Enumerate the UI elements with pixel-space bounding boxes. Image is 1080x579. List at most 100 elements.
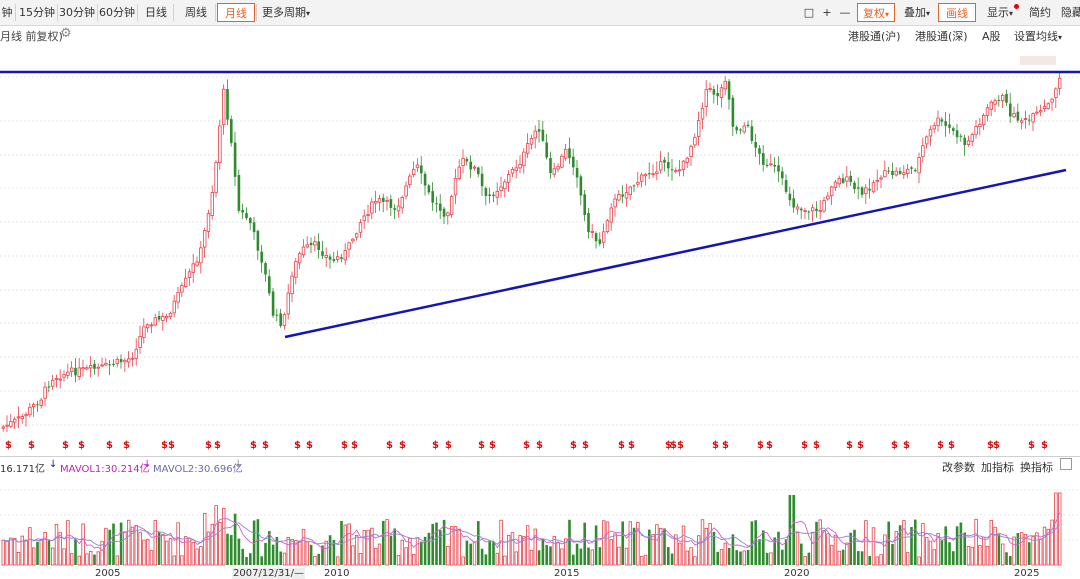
overlay-button[interactable]: 叠加▾ — [899, 3, 935, 22]
add-indicator-button[interactable]: 加指标 — [981, 461, 1014, 474]
expand-panel-icon[interactable] — [1060, 458, 1072, 470]
candle-body — [435, 203, 438, 205]
candle-body — [993, 100, 997, 105]
volume-bar — [264, 542, 267, 565]
volume-bar — [449, 526, 454, 566]
period-tab-3[interactable]: 60分钟 — [99, 6, 135, 19]
dividend-marker: $ — [677, 440, 684, 451]
candle-body — [297, 253, 302, 264]
volume-bar — [249, 553, 252, 565]
candle-body — [153, 317, 157, 326]
candle-body — [230, 119, 233, 144]
zoom-out-icon[interactable]: — — [839, 6, 851, 19]
candle-body — [180, 285, 184, 293]
volume-bar — [716, 551, 719, 565]
volume-bar — [556, 542, 560, 566]
zoom-in-icon[interactable]: + — [822, 6, 832, 19]
candle-body — [1054, 88, 1058, 98]
volume-bar — [290, 538, 294, 566]
candle-body — [385, 199, 389, 202]
hide-button[interactable]: 隐藏 — [1061, 6, 1080, 19]
candle-body — [777, 165, 780, 172]
candle-body — [324, 255, 328, 258]
link-a-share[interactable]: A股 — [982, 30, 1001, 43]
volume-bar — [157, 532, 161, 565]
link-hk-connect-sh[interactable]: 港股通(沪) — [848, 30, 901, 43]
candle-body — [1, 426, 5, 429]
period-tab-6[interactable]: 月线 — [217, 3, 255, 22]
arrow-down-icon: ↓ — [234, 459, 243, 470]
volume-bar — [43, 532, 47, 566]
display-button[interactable]: 显示▾ — [981, 3, 1019, 22]
mavol2-line — [3, 522, 1061, 547]
candle-body — [245, 213, 248, 219]
candle-body — [1023, 118, 1028, 120]
candle-body — [883, 170, 887, 178]
candle-body — [529, 137, 534, 145]
candle-body — [845, 176, 849, 182]
candle-body — [781, 171, 784, 179]
volume-bar — [663, 528, 666, 565]
chevron-down-icon: ▾ — [925, 9, 930, 18]
volume-bar — [879, 554, 883, 566]
period-tab-1[interactable]: 15分钟 — [19, 6, 55, 19]
candle-body — [411, 168, 416, 175]
candle-body — [241, 209, 244, 213]
link-hk-connect-sz[interactable]: 港股通(深) — [915, 30, 968, 43]
dividend-marker: $ — [523, 440, 530, 451]
volume-bar — [47, 540, 51, 565]
mavol-lines — [3, 512, 1061, 552]
period-tab-2[interactable]: 30分钟 — [59, 6, 95, 19]
volume-bar — [822, 530, 826, 566]
candle-body — [420, 165, 423, 174]
chart-info-bar: 月线 前复权) ⚙ 港股通(沪) 港股通(深) A股 设置均线▾ — [0, 26, 1080, 44]
kline-chart[interactable]: $ $ $ $ $ $ $ $ $ $ $ $ $ $ $ $ $ $ $ $ $ $ $ $ $ $ $ $ $ $ $ $ $ $ $ $ $ $ $ $… — [0, 44, 1080, 579]
candle-body — [609, 207, 613, 223]
volume-bar — [161, 533, 165, 566]
period-tab-5[interactable]: 周线 — [185, 6, 207, 19]
volume-bar — [598, 547, 602, 565]
candle-body — [362, 215, 366, 222]
display-label: 显示 — [986, 6, 1009, 19]
candle-body — [100, 364, 104, 367]
volume-bar — [989, 520, 993, 566]
dividend-marker: $ — [948, 440, 955, 451]
volume-bar — [594, 525, 598, 565]
candle-body — [202, 230, 207, 248]
candle-body — [792, 198, 795, 208]
dividend-marker: $ — [813, 440, 820, 451]
volume-bar — [883, 534, 887, 566]
period-tab-7[interactable]: 更多周期▾ — [261, 6, 310, 19]
period-tab-4[interactable]: 日线 — [145, 6, 167, 19]
fuquan-button[interactable]: 复权▾ — [857, 3, 895, 22]
volume-bar — [362, 530, 366, 566]
ma-settings-button[interactable]: 设置均线▾ — [1014, 28, 1062, 44]
volume-bar — [230, 535, 233, 565]
volume-bar — [24, 539, 28, 566]
candle-body — [800, 208, 803, 211]
volume-bar — [704, 527, 708, 566]
candle-body — [260, 251, 263, 263]
candle-body — [1028, 119, 1031, 121]
volume-bar — [354, 535, 359, 566]
volume-bar — [1001, 543, 1005, 566]
volume-bar — [849, 532, 852, 565]
volume-bar — [940, 540, 944, 565]
chevron-down-icon: ▾ — [1058, 33, 1063, 42]
candle-body — [693, 136, 697, 146]
candle-body — [556, 166, 560, 170]
gear-icon[interactable]: ⚙ — [60, 26, 72, 41]
edit-params-button[interactable]: 改参数 — [942, 461, 975, 474]
switch-indicator-button[interactable]: 换指标 — [1020, 461, 1053, 474]
fullscreen-icon[interactable]: □ — [803, 6, 815, 19]
candle-body — [795, 206, 800, 210]
volume-bar — [891, 543, 894, 565]
dividend-marker: $ — [432, 440, 439, 451]
period-tab-0[interactable]: 钟 — [1, 6, 13, 19]
candle-body — [959, 135, 963, 137]
draw-line-button[interactable]: 画线 — [938, 3, 976, 22]
volume-bar — [108, 529, 111, 565]
volume-bar — [860, 551, 864, 565]
simple-mode-button[interactable]: 简约 — [1029, 6, 1051, 19]
volume-bar — [377, 543, 382, 566]
